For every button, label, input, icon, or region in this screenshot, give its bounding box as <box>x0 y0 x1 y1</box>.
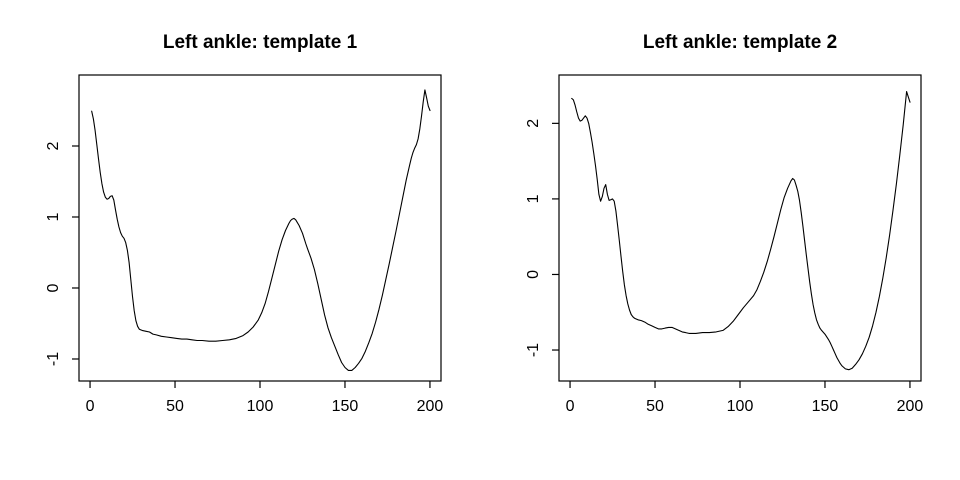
x-tick-label: 100 <box>247 398 274 415</box>
x-tick-label: 200 <box>417 398 444 415</box>
chart-svg-template-1: Left ankle: template 1 0 50 100 150 200 -1 0 1 2 <box>45 32 444 415</box>
x-tick-label: 0 <box>86 398 95 415</box>
chart-svg-template-2: Left ankle: template 2 0 50 100 150 200 -1 0 1 2 <box>525 32 924 415</box>
y-axis-ticks: -1 0 1 2 <box>525 119 559 357</box>
series-line <box>91 89 431 371</box>
x-tick-label: 100 <box>727 398 754 415</box>
y-tick-label: 2 <box>45 141 62 150</box>
x-tick-label: 200 <box>897 398 924 415</box>
chart-title: Left ankle: template 2 <box>643 32 837 53</box>
y-tick-label: 2 <box>525 119 542 128</box>
x-tick-label: 150 <box>812 398 839 415</box>
y-tick-label: 0 <box>45 283 62 292</box>
y-tick-label: 0 <box>525 270 542 279</box>
y-tick-label: -1 <box>45 352 62 366</box>
x-tick-label: 150 <box>332 398 359 415</box>
plot-box <box>78 74 442 382</box>
x-tick-label: 50 <box>166 398 184 415</box>
y-tick-label: 1 <box>525 194 542 203</box>
series-line <box>571 91 911 371</box>
plot-box <box>558 74 922 382</box>
chart-panel-template-1: Left ankle: template 1 0 50 100 150 200 -1 0 1 2 <box>45 32 444 415</box>
x-axis-ticks: 0 50 100 150 200 <box>86 381 444 415</box>
chart-title: Left ankle: template 1 <box>163 32 358 53</box>
x-tick-label: 50 <box>646 398 664 415</box>
y-tick-label: -1 <box>525 343 542 357</box>
x-axis-ticks: 0 50 100 150 200 <box>566 381 924 415</box>
y-tick-label: 1 <box>45 212 62 221</box>
chart-panel-template-2: Left ankle: template 2 0 50 100 150 200 -1 0 1 2 <box>480 0 960 480</box>
plot-area: 0 50 100 150 200 -1 0 1 2 <box>525 74 924 415</box>
y-axis-ticks: -1 0 1 2 <box>45 141 79 366</box>
x-tick-label: 0 <box>566 398 575 415</box>
plot-area: 0 50 100 150 200 -1 0 1 2 <box>45 74 444 415</box>
